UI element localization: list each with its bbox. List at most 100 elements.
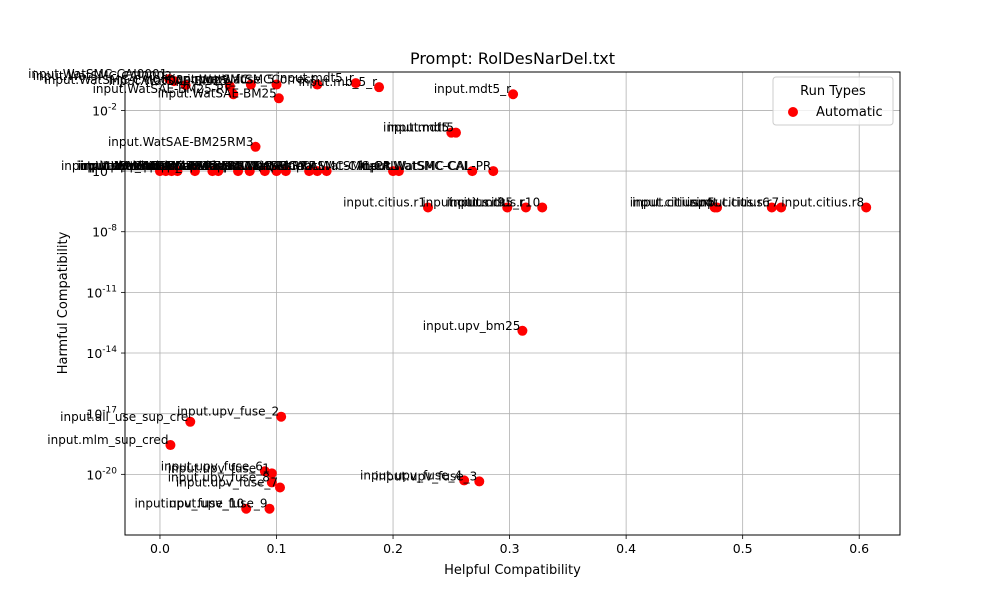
data-point [502, 202, 513, 213]
point-label: input.upv_fuse_1 [168, 461, 270, 475]
point-label: input.upv_fuse_2 [177, 405, 279, 419]
data-point [245, 79, 256, 90]
point-label: input.citius.r8 [781, 195, 864, 209]
x-tick-label: 0.3 [500, 541, 520, 556]
point-label: input.WatSAE-Q [179, 159, 275, 173]
point-labels: input.WatSMC-CAI0001input.WatSMC-CAI0002… [28, 67, 864, 511]
scatter-points [154, 74, 872, 514]
point-label: input.citius.r5 [632, 195, 715, 209]
point-label: input.upv_bm25 [119, 159, 217, 173]
point-label: input.citius.r9 [422, 195, 505, 209]
point-label: input.WatSAE-BM25RM3 [108, 135, 254, 149]
point-label: input.WatSAE-BM25-RF [93, 82, 232, 96]
data-point [213, 166, 224, 177]
x-axis-ticks: 0.0 0.1 0.2 0.3 0.4 0.5 0.6 [150, 535, 869, 556]
data-point [508, 89, 519, 100]
point-label: input.citius.r4 [630, 195, 713, 209]
x-tick-label: 0.0 [150, 541, 170, 556]
point-label: input.upv_fuse_8 [168, 470, 270, 484]
point-label: input.upv_fuse_4 [360, 468, 462, 482]
x-axis-title: Helpful Compatibility [444, 563, 581, 578]
point-label: input.upv_fuse_10 [134, 497, 244, 511]
data-point [312, 166, 323, 177]
data-point [350, 78, 361, 89]
point-label: input.upv_fuse_7 [176, 475, 278, 489]
y-tick-label: 10-2 [92, 102, 117, 118]
plot-area-frame [124, 71, 901, 536]
point-label: input.WatSMC-CAL [213, 159, 325, 173]
data-point [537, 202, 548, 213]
point-label: input.upv_fuse_6 [161, 459, 263, 473]
data-point [266, 477, 277, 488]
point-label: input.WatSAE-RF [206, 159, 307, 173]
data-point [393, 166, 404, 177]
data-point [520, 202, 531, 213]
point-label: input.WatSMC-LR [132, 159, 236, 173]
point-label: input.all_use_sup_cre [60, 410, 188, 424]
point-label: input.WatSMC-CAI0002 [33, 69, 172, 83]
point-label: input.WatSMC-CAI0003 [44, 73, 183, 87]
data-point [273, 93, 284, 104]
y-tick-label: 10-20 [86, 466, 117, 482]
y-tick-label: 10-14 [86, 345, 117, 361]
point-label: input.upv_fuse_9 [165, 497, 267, 511]
point-label: input.WatSMC [165, 73, 249, 87]
data-point [244, 166, 255, 177]
x-tick-label: 0.1 [267, 541, 287, 556]
y-axis-ticks: 10-2 10-5 10-8 10-11 10-14 10-17 10-20 [86, 102, 125, 482]
data-point [228, 89, 239, 100]
data-point [712, 202, 723, 213]
point-label: input.WatSAE-BM25 [109, 74, 228, 88]
data-point [280, 166, 291, 177]
data-point [459, 475, 470, 486]
data-point [450, 127, 461, 138]
point-label: input.mdt5_r [276, 71, 353, 85]
point-label: input.WatSAE-RM3 [81, 159, 193, 173]
y-tick-label: 10-8 [92, 224, 117, 240]
point-label: input.WatSMC-RF [212, 159, 316, 173]
data-point [189, 166, 200, 177]
data-point [467, 166, 478, 177]
data-point [271, 79, 282, 90]
point-label: input.WatSMC-CAL [285, 159, 397, 173]
point-label: input.mb_5_r [298, 75, 377, 89]
data-point [165, 440, 176, 451]
data-point [776, 202, 787, 213]
point-label: input.WatSMC-CAL [358, 159, 470, 173]
point-label: input.WatSMC-CAI0001 [28, 67, 167, 81]
x-tick-label: 0.6 [849, 541, 869, 556]
data-point [374, 82, 385, 93]
point-label: input.WatSMCCorrect [187, 73, 315, 87]
y-tick-label: 10-11 [86, 284, 117, 300]
point-label: input.mdt5_r [434, 82, 511, 96]
x-tick-label: 0.4 [616, 541, 636, 556]
data-point [271, 166, 282, 177]
legend: Run Types Automatic [772, 76, 894, 126]
point-label: input.mlm_sup_cred [47, 433, 168, 447]
legend-box [772, 76, 894, 126]
data-point [423, 202, 434, 213]
y-tick-label: 10-17 [86, 406, 117, 422]
chart-title: Prompt: RolDesNarDel.txt [410, 49, 615, 68]
point-label: input.WatSMC-CAI-LR [156, 159, 284, 173]
x-tick-label: 0.2 [383, 541, 403, 556]
point-label: input.citius.r10 [450, 195, 541, 209]
data-point [259, 166, 270, 177]
data-point [312, 79, 323, 90]
data-point [321, 166, 332, 177]
data-point [241, 503, 252, 514]
point-label: input.citius.r7 [696, 195, 779, 209]
data-point [172, 166, 183, 177]
data-point [275, 482, 285, 493]
point-label: input.mdt5 [388, 121, 454, 135]
y-axis-title: Harmful Compatibility [56, 231, 71, 374]
data-point [250, 141, 261, 152]
point-label: input.WatSMC-PRF [99, 159, 210, 173]
point-label: input.mdt5_r [447, 195, 524, 209]
point-label: input.WatSAE-CAL [139, 159, 248, 173]
x-tick-label: 0.5 [733, 541, 753, 556]
data-point [180, 80, 191, 91]
point-label: input.citius.r6 [687, 195, 770, 209]
data-point [266, 468, 277, 479]
